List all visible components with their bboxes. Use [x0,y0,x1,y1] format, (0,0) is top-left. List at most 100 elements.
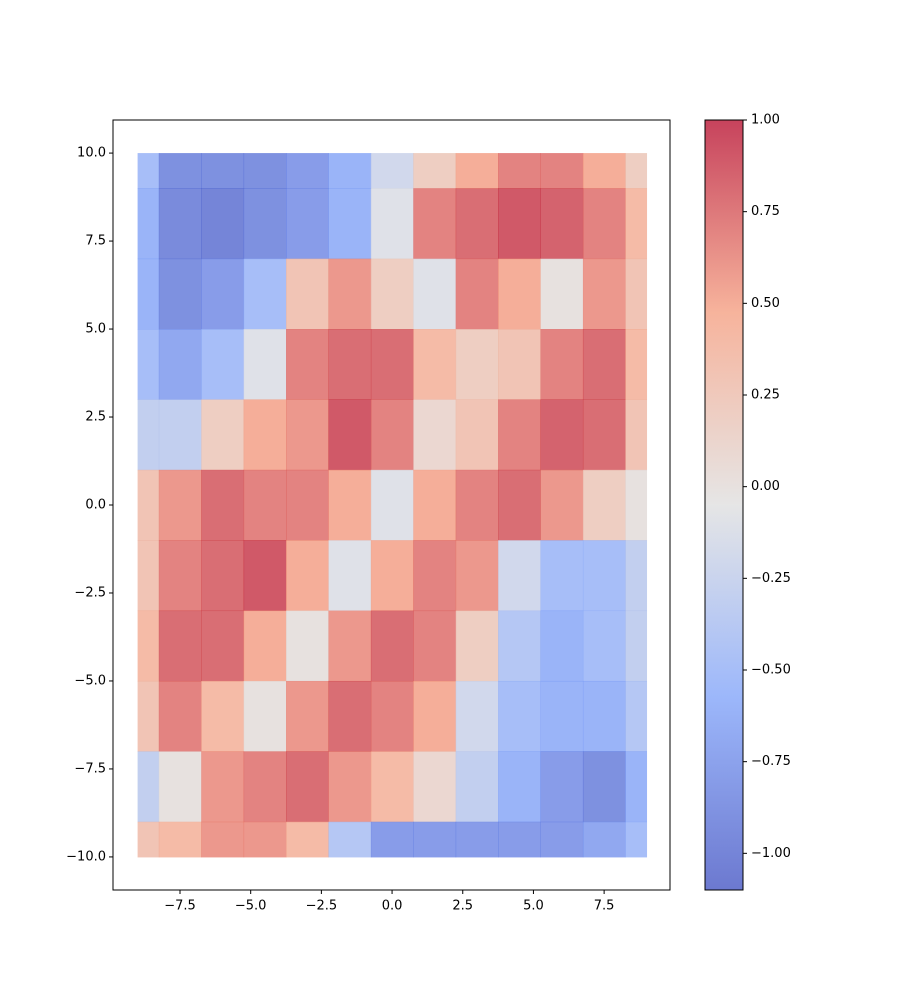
heat-cell [455,540,499,612]
heat-cell [201,540,245,612]
heat-cell [540,680,584,752]
heat-cell [498,540,542,612]
heat-cell [540,540,584,612]
colorbar-tick-label: −0.75 [751,754,791,769]
heat-cell [201,821,245,858]
heat-cell [413,751,457,823]
heat-cell [328,153,372,189]
heat-cell [540,399,584,471]
heat-cell [413,469,457,541]
heat-cell [328,469,372,541]
heat-cell [243,399,287,471]
y-tick-label: −10.0 [66,849,106,864]
x-tick-label: 5.0 [523,899,544,914]
heat-cell [582,821,626,858]
heat-cell [370,821,414,858]
heat-cell [158,821,202,858]
heat-cell [137,153,160,189]
heat-cell [201,188,245,260]
heat-cell [625,329,648,400]
heat-cell [370,751,414,823]
heat-cell [158,751,202,823]
heat-cell [498,680,542,752]
heat-cell [413,540,457,612]
heat-cell [498,188,542,260]
heat-cell [137,258,160,330]
heat-cell [243,153,287,189]
x-tick-label: 2.5 [452,899,473,914]
heat-cell [582,751,626,823]
heat-cell [243,329,287,400]
heat-cell [498,469,542,541]
heat-cell [498,258,542,330]
heat-cell [625,469,648,541]
heat-cell [158,540,202,612]
heat-cell [158,258,202,330]
heat-cell [540,751,584,823]
heat-cell [286,610,329,682]
heat-cell [201,399,245,471]
heat-cell [370,153,414,189]
heat-cell [137,540,160,612]
heat-cell [625,399,648,471]
heat-cell [455,399,499,471]
x-tick-label: 7.5 [594,899,615,914]
heat-cell [158,329,202,400]
heat-cell [328,540,372,612]
heat-cell [582,329,626,400]
x-tick-label: 0.0 [382,899,403,914]
heat-cell [455,329,499,400]
heat-cell [328,399,372,471]
heat-cell [137,329,160,400]
y-tick-label: 5.0 [85,322,106,337]
heat-cell [158,469,202,541]
heat-cell [243,469,287,541]
heat-cell [625,610,648,682]
y-tick-label: −7.5 [74,761,106,776]
heat-cell [243,188,287,260]
colorbar-tick-label: 0.25 [751,388,780,403]
heat-cell [582,399,626,471]
colorbar-tick-label: 0.75 [751,204,780,219]
heat-cell [370,680,414,752]
colorbar-tick-label: −0.50 [751,663,791,678]
heat-cell [582,188,626,260]
heat-cell [201,329,245,400]
heat-cell [201,258,245,330]
colorbar-tick-label: 1.00 [751,113,780,128]
x-tick-label: −2.5 [306,899,338,914]
heat-cell [540,469,584,541]
heat-cell [137,680,160,752]
heat-cell [137,751,160,823]
heat-cell [540,153,584,189]
heat-cell [370,610,414,682]
heat-cell [413,188,457,260]
heat-cell [286,153,329,189]
heat-cell [582,680,626,752]
heat-cell [328,258,372,330]
heat-cell [582,610,626,682]
heat-cell [498,329,542,400]
heat-cell [625,680,648,752]
heat-cell [328,680,372,752]
heat-cell [201,751,245,823]
heat-cell [158,153,202,189]
heat-cell [158,188,202,260]
heat-cell [201,153,245,189]
heat-cell [243,258,287,330]
heat-cell [286,540,329,612]
y-tick-label: 0.0 [85,498,106,513]
heat-cell [370,188,414,260]
heat-cell [498,751,542,823]
heat-cell [498,821,542,858]
heat-cell [582,469,626,541]
heat-cell [137,821,160,858]
heat-cell [413,329,457,400]
heat-cell [158,610,202,682]
heat-cell [498,399,542,471]
heat-cell [370,399,414,471]
heat-cell [286,329,329,400]
heat-cell [455,153,499,189]
heat-cell [540,188,584,260]
